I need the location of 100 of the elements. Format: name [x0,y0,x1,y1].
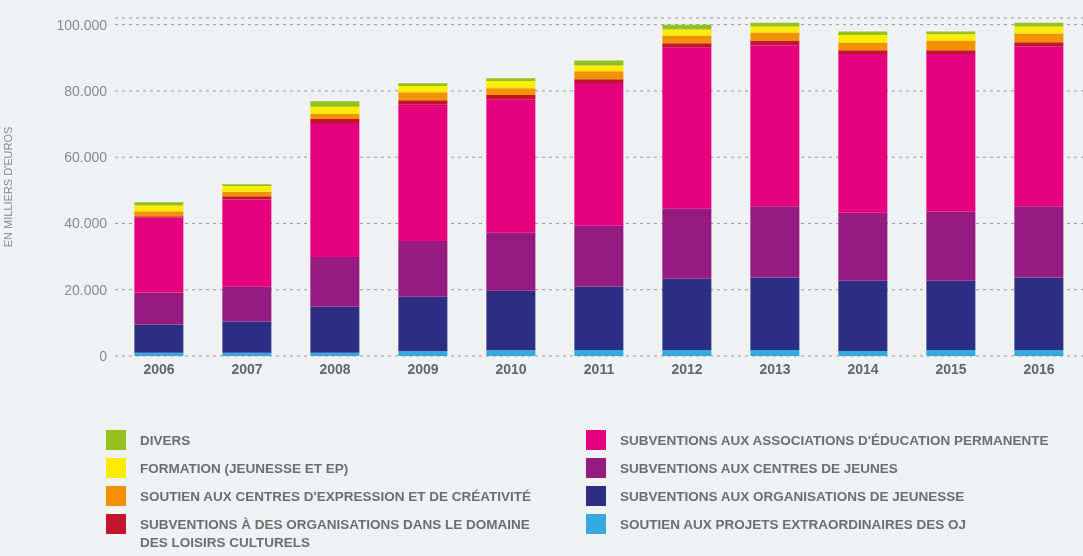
bar [310,352,360,356]
y-axis-title: EN MILLIERS D'EUROS [1,126,14,248]
x-tick-label: 2010 [495,360,527,377]
bar [838,54,888,213]
bar [750,350,800,356]
bar [1014,42,1064,47]
legend-label: SUBVENTIONS AUX ASSOCIATIONS D'ÉDUCATION PERMANENTE [620,432,1049,450]
bar [310,114,360,120]
bar [486,99,536,233]
bar [926,34,976,41]
bar [486,78,536,81]
bar [574,60,624,66]
bar [222,199,272,287]
bar [662,43,712,48]
bar [662,24,712,30]
legend-label: SUBVENTIONS AUX CENTRES DE JEUNES [620,460,898,478]
bar [750,22,800,27]
bar [838,42,888,51]
bar [926,54,976,212]
bar [662,350,712,356]
bar [398,296,448,352]
bar [662,208,712,279]
bar [662,35,712,44]
bar [750,206,800,278]
x-tick-label: 2015 [935,360,967,377]
bar [486,80,536,89]
bar [222,196,272,200]
y-tick-label: 80.000 [64,82,108,99]
bar [486,94,536,100]
bar [1014,22,1064,27]
bar [398,92,448,101]
bar [222,321,272,353]
x-tick-label: 2012 [671,360,703,377]
bar [1014,46,1064,207]
bar [574,71,624,80]
legend-label: SOUTIEN AUX CENTRES D'EXPRESSION ET DE CRÉATIVITÉ [140,488,532,506]
bar [838,212,888,281]
bar [134,292,184,325]
bar [310,306,360,353]
bar [750,32,800,41]
bar [750,26,800,33]
bar [1014,33,1064,43]
x-tick-label: 2008 [319,360,351,377]
bar [926,211,976,281]
x-tick-label: 2007 [231,360,263,377]
legend-label: SOUTIEN AUX PROJETS EXTRAORDINAIRES DES OJ [620,516,967,534]
bar [838,50,888,55]
bar [926,350,976,356]
legend-label: SUBVENTIONS À DES ORGANISATIONS DANS LE DOMAINE DES LOISIRS CULTURELS [140,516,531,552]
bar [574,350,624,356]
legend-label: DIVERS [140,432,191,450]
legend-label: FORMATION (JEUNESSE ET EP) [140,460,349,478]
y-tick-label: 20.000 [64,281,108,298]
bar [310,101,360,107]
y-tick-label: 40.000 [64,215,108,232]
x-tick-label: 2014 [847,360,879,377]
bar [398,351,448,356]
bar [662,278,712,351]
bar [398,85,448,93]
bar [486,350,536,356]
x-tick-label: 2006 [143,360,175,377]
bar [398,100,448,105]
bar [134,211,184,217]
x-tick-label: 2013 [759,360,791,377]
bar [398,83,448,86]
bar [134,217,184,293]
bar [486,290,536,351]
bar [310,256,360,307]
bar [134,324,184,353]
bar [222,286,272,322]
bar [222,352,272,356]
bar [310,123,360,257]
bar [750,45,800,207]
y-tick-label: 100.000 [56,16,108,33]
bar [574,286,624,351]
bar [662,29,712,36]
bar [222,186,272,192]
bar [1014,206,1064,278]
bar [486,88,536,95]
legend-label: SUBVENTIONS AUX ORGANISATIONS DE JEUNESSE [620,488,965,506]
bar [926,280,976,351]
bar [750,277,800,351]
bar [486,232,536,291]
bar [398,241,448,297]
bar [1014,350,1064,356]
bar [926,40,976,51]
bar [574,79,624,83]
bar [838,280,888,352]
bar [926,50,976,55]
bar [398,104,448,242]
x-tick-label: 2011 [583,360,615,377]
bar [838,34,888,43]
bar [310,106,360,115]
y-tick-label: 60.000 [64,149,108,166]
bar [662,47,712,209]
bar [574,65,624,72]
bar [1014,277,1064,351]
bar [574,225,624,287]
bar [838,31,888,35]
x-tick-label: 2016 [1023,360,1055,377]
